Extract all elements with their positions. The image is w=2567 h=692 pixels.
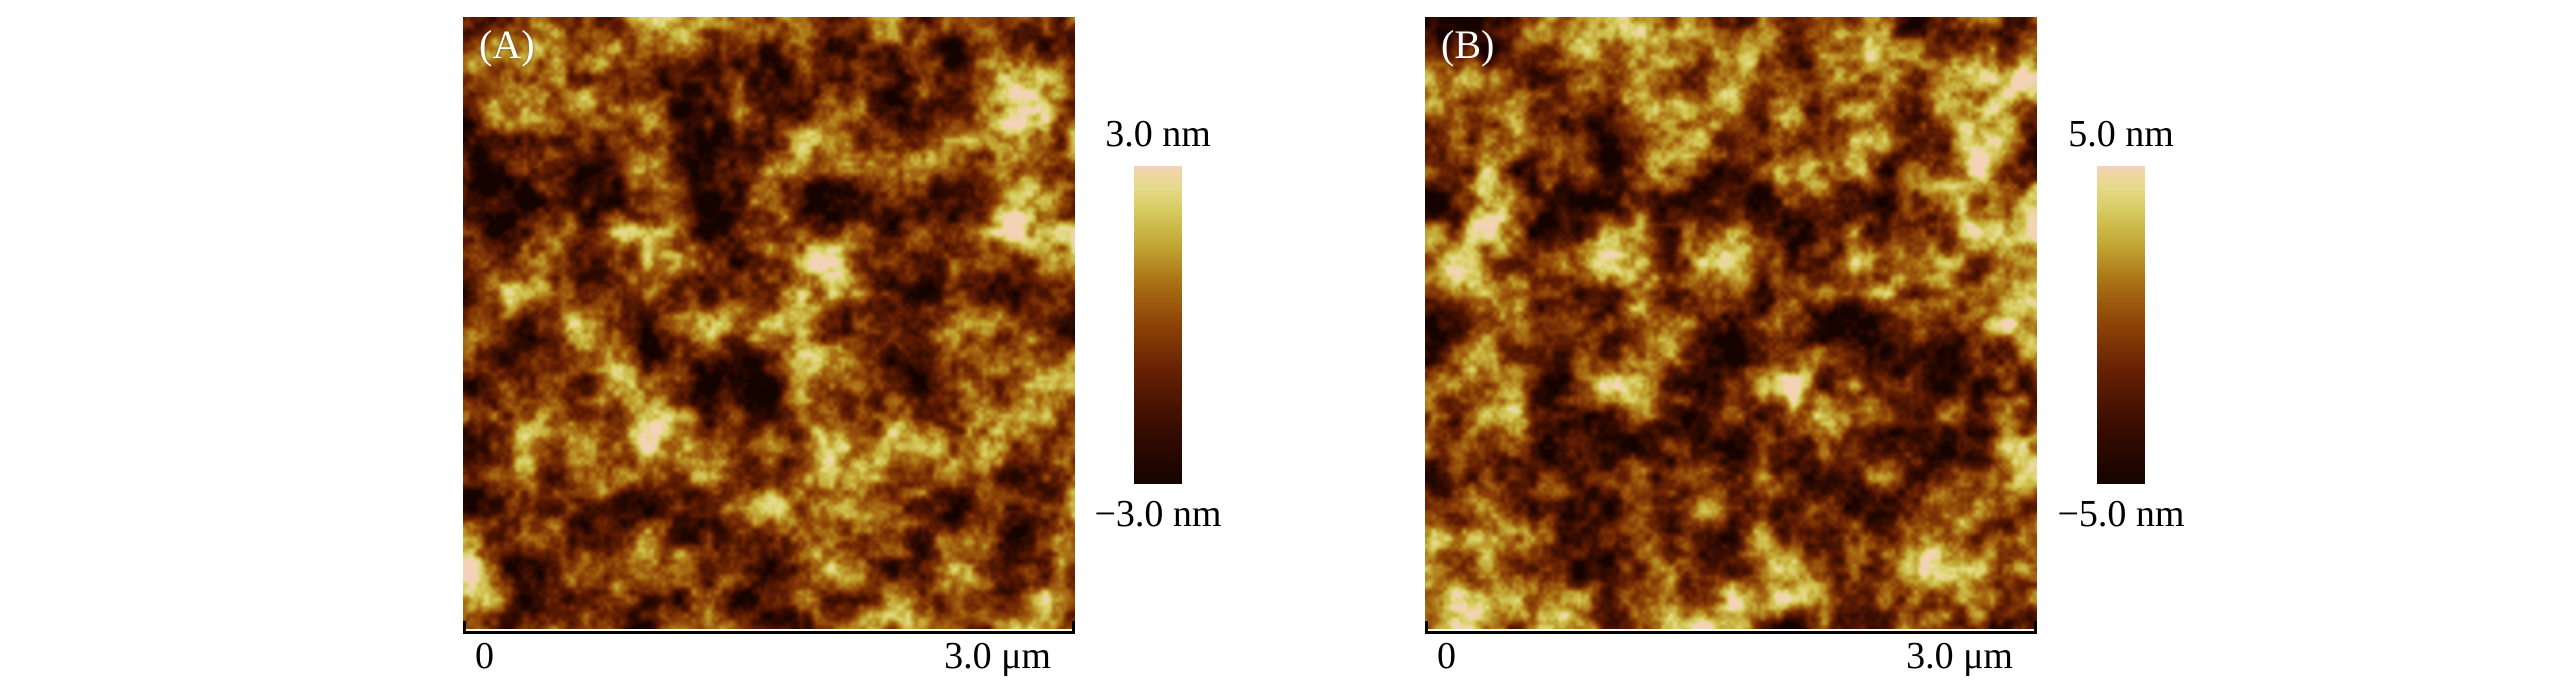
colorbar-max-label-a: 3.0 nm [1105, 113, 1211, 155]
panel-label-b: (B) [1441, 22, 1495, 67]
scalebar-labels-a: 0 3.0 μm [463, 634, 1075, 678]
scalebar-end-label-b: 3.0 μm [1906, 635, 2013, 677]
colorbar-column-a: 3.0 nm −3.0 nm [1066, 113, 1250, 536]
colorbar-min-label-a: −3.0 nm [1094, 492, 1222, 535]
colorbar-a [1134, 165, 1182, 484]
afm-panel-a: (A) [463, 17, 1075, 629]
afm-panel-b: (B) [1425, 17, 2037, 629]
afm-image-b [1425, 17, 2037, 629]
scalebar-start-label-b: 0 [1437, 635, 1456, 677]
scalebar-axis-a [463, 621, 1075, 634]
scalebar-tick-left-a [463, 621, 466, 631]
scalebar-tick-left-b [1425, 621, 1428, 631]
scalebar-tick-right-a [1072, 621, 1075, 631]
scalebar-start-label-a: 0 [475, 635, 494, 677]
scalebar-labels-b: 0 3.0 μm [1425, 634, 2037, 678]
scalebar-a: 0 3.0 μm [463, 621, 1075, 678]
scalebar-axis-b [1425, 621, 2037, 634]
scalebar-tick-right-b [2034, 621, 2037, 631]
scalebar-b: 0 3.0 μm [1425, 621, 2037, 678]
colorbar-max-label-b: 5.0 nm [2068, 113, 2174, 155]
scalebar-end-label-a: 3.0 μm [944, 635, 1051, 677]
panel-label-a: (A) [479, 22, 535, 67]
colorbar-min-label-b: −5.0 nm [2057, 492, 2185, 535]
afm-image-a [463, 17, 1075, 629]
colorbar-column-b: 5.0 nm −5.0 nm [2029, 113, 2213, 536]
colorbar-b [2097, 165, 2145, 484]
